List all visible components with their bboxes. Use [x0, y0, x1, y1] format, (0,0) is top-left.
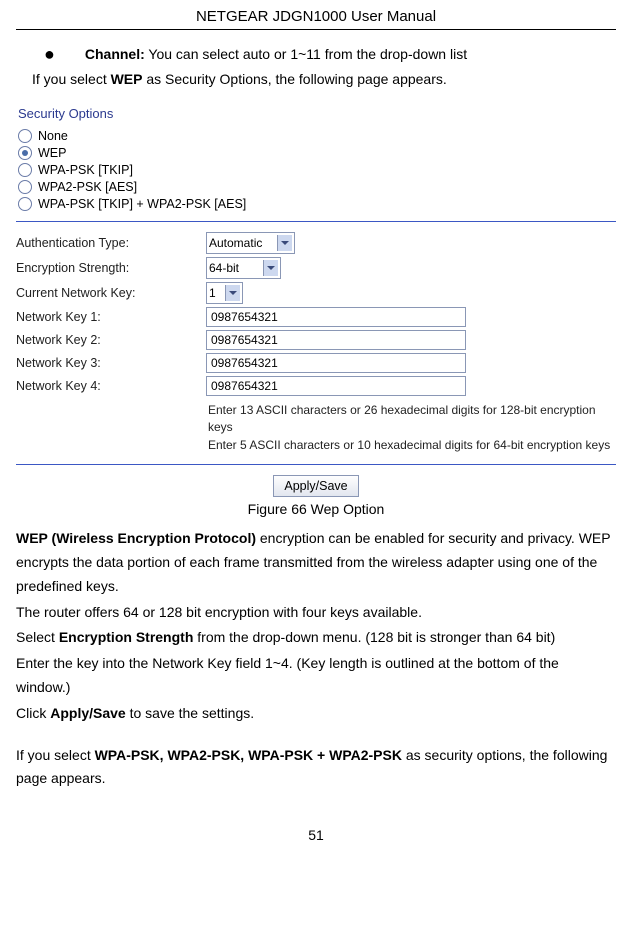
wpa-options-bold: WPA-PSK, WPA2-PSK, WPA-PSK + WPA2-PSK [95, 747, 402, 763]
row-key2: Network Key 2: [16, 330, 616, 350]
bullet-text: You can select auto or 1~11 from the dro… [145, 46, 467, 62]
apply-save-bold: Apply/Save [50, 705, 125, 721]
radio-icon[interactable] [18, 180, 32, 194]
chevron-down-icon[interactable] [263, 260, 278, 276]
chevron-down-icon[interactable] [277, 235, 292, 251]
para-enter-key: Enter the key into the Network Key field… [16, 652, 616, 700]
radio-icon[interactable] [18, 163, 32, 177]
figure-wep-option: Security Options None WEP WPA-PSK [TKIP]… [16, 106, 616, 517]
para-if-select-wpa: If you select WPA-PSK, WPA2-PSK, WPA-PSK… [16, 744, 616, 792]
intro-post: as Security Options, the following page … [142, 71, 446, 87]
radio-icon[interactable] [18, 197, 32, 211]
auth-type-select[interactable]: Automatic [206, 232, 295, 254]
key2-input[interactable] [206, 330, 466, 350]
enc-strength-bold: Encryption Strength [59, 629, 194, 645]
enc-strength-label: Encryption Strength: [16, 261, 206, 275]
enc-strength-value: 64-bit [209, 261, 259, 275]
chevron-down-icon[interactable] [225, 285, 240, 301]
para-router-offers: The router offers 64 or 128 bit encrypti… [16, 601, 616, 625]
key4-label: Network Key 4: [16, 379, 206, 393]
current-key-select[interactable]: 1 [206, 282, 243, 304]
text: from the drop-down menu. (128 bit is str… [193, 629, 555, 645]
option-label: None [38, 129, 68, 143]
intro-bold: WEP [111, 71, 143, 87]
para-select-enc: Select Encryption Strength from the drop… [16, 626, 616, 650]
para-wep-desc: WEP (Wireless Encryption Protocol) encry… [16, 527, 616, 598]
option-label: WEP [38, 146, 66, 160]
option-none[interactable]: None [18, 129, 616, 143]
option-wep[interactable]: WEP [18, 146, 616, 160]
option-wpa-psk-tkip[interactable]: WPA-PSK [TKIP] [18, 163, 616, 177]
text: Select [16, 629, 59, 645]
key3-label: Network Key 3: [16, 356, 206, 370]
wep-bold: WEP (Wireless Encryption Protocol) [16, 530, 256, 546]
key3-input[interactable] [206, 353, 466, 373]
option-label: WPA2-PSK [AES] [38, 180, 137, 194]
option-wpa2-psk-aes[interactable]: WPA2-PSK [AES] [18, 180, 616, 194]
row-auth-type: Authentication Type: Automatic [16, 232, 616, 254]
key1-input[interactable] [206, 307, 466, 327]
divider [16, 464, 616, 465]
para-click-apply: Click Apply/Save to save the settings. [16, 702, 616, 726]
key2-label: Network Key 2: [16, 333, 206, 347]
row-key4: Network Key 4: [16, 376, 616, 396]
enc-strength-select[interactable]: 64-bit [206, 257, 281, 279]
bullet-dot-icon: ● [44, 44, 55, 66]
hint-64bit: Enter 5 ASCII characters or 10 hexadecim… [208, 437, 616, 454]
option-label: WPA-PSK [TKIP] + WPA2-PSK [AES] [38, 197, 246, 211]
current-key-label: Current Network Key: [16, 286, 206, 300]
radio-icon[interactable] [18, 129, 32, 143]
page-number: 51 [16, 827, 616, 843]
row-key3: Network Key 3: [16, 353, 616, 373]
intro-line: If you select WEP as Security Options, t… [32, 68, 616, 90]
bullet-item: ● Channel: You can select auto or 1~11 f… [44, 44, 616, 66]
option-wpa-mixed[interactable]: WPA-PSK [TKIP] + WPA2-PSK [AES] [18, 197, 616, 211]
radio-icon[interactable] [18, 146, 32, 160]
row-key1: Network Key 1: [16, 307, 616, 327]
security-options-title: Security Options [18, 106, 616, 121]
current-key-value: 1 [209, 286, 221, 300]
key4-input[interactable] [206, 376, 466, 396]
text: to save the settings. [126, 705, 254, 721]
key1-label: Network Key 1: [16, 310, 206, 324]
text: If you select [16, 747, 95, 763]
divider [16, 221, 616, 222]
auth-type-label: Authentication Type: [16, 236, 206, 250]
row-enc-strength: Encryption Strength: 64-bit [16, 257, 616, 279]
hint-128bit: Enter 13 ASCII characters or 26 hexadeci… [208, 402, 616, 437]
intro-pre: If you select [32, 71, 111, 87]
option-label: WPA-PSK [TKIP] [38, 163, 133, 177]
figure-caption: Figure 66 Wep Option [16, 501, 616, 517]
apply-save-button[interactable]: Apply/Save [273, 475, 358, 497]
row-current-key: Current Network Key: 1 [16, 282, 616, 304]
auth-type-value: Automatic [209, 236, 273, 250]
bullet-label: Channel: [85, 46, 145, 62]
text: Click [16, 705, 50, 721]
page-header-title: NETGEAR JDGN1000 User Manual [16, 0, 616, 30]
